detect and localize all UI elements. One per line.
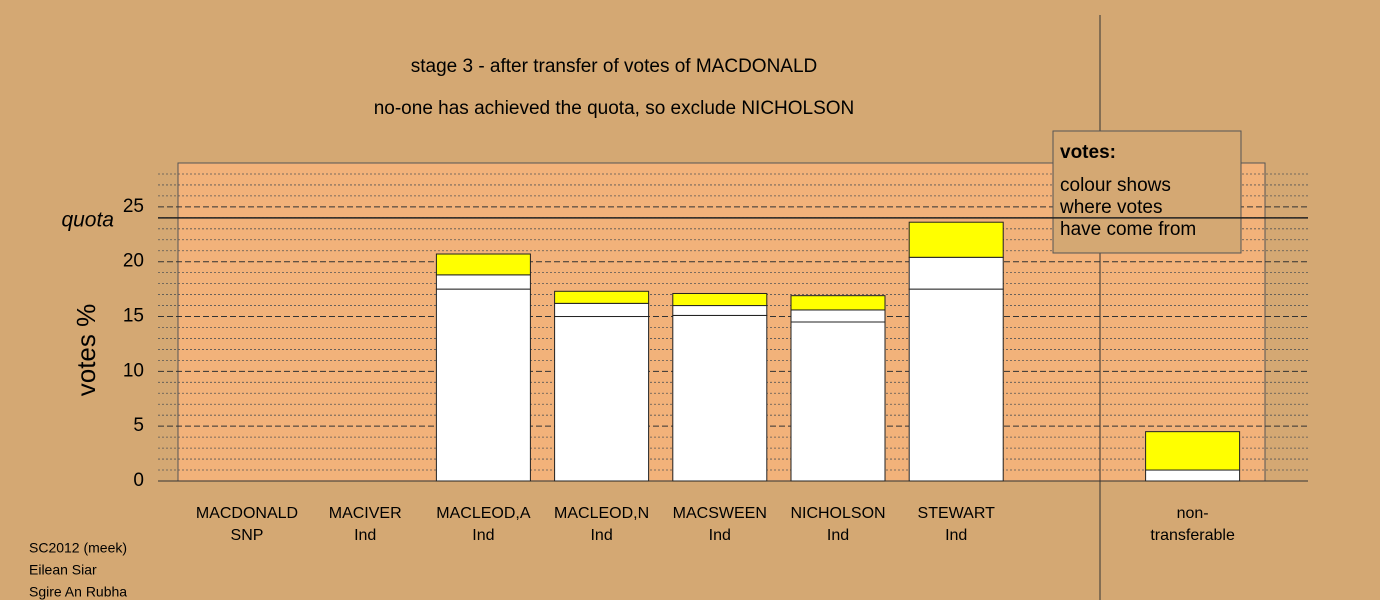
bar-segment: [1145, 431, 1241, 471]
bar-segment: [790, 321, 886, 482]
x-tick-label: MACLEOD,A: [436, 505, 531, 522]
x-tick-label: MACLEOD,N: [554, 505, 649, 522]
bar-segment: [554, 316, 650, 482]
bar-segment: [435, 274, 531, 290]
bar-segment: [554, 290, 650, 304]
legend-box: [1052, 130, 1242, 254]
x-tick-label: NICHOLSON: [790, 505, 885, 522]
x-tick-label: STEWART: [918, 505, 996, 522]
footer-line: Eilean Siar: [29, 562, 97, 578]
bar-segment: [672, 292, 768, 307]
x-tick-label: MACDONALD: [196, 505, 298, 522]
bar-segment: [554, 302, 650, 318]
y-tick-label: 20: [123, 251, 144, 272]
chart-title: stage 3 - after transfer of votes of MAC…: [411, 56, 818, 77]
x-tick-label: MACIVER: [329, 505, 402, 522]
y-tick-label: 10: [123, 360, 144, 381]
legend-line: have come from: [1060, 219, 1196, 240]
bar-segment: [908, 288, 1004, 482]
bars: [435, 221, 1241, 482]
x-tick-label: Ind: [827, 527, 849, 544]
x-tick-label: SNP: [231, 527, 264, 544]
x-tick-label: Ind: [590, 527, 612, 544]
bar-segment: [672, 314, 768, 482]
bar-segment: [908, 256, 1004, 290]
x-tick-label: Ind: [472, 527, 494, 544]
x-tick-label: Ind: [945, 527, 967, 544]
bar-segment: [435, 253, 531, 276]
legend: votes: colour shows where votes have com…: [1052, 130, 1242, 254]
chart-subtitle: no-one has achieved the quota, so exclud…: [374, 98, 855, 119]
footer-line: SC2012 (meek): [29, 540, 127, 556]
x-tick-label: Ind: [709, 527, 731, 544]
bar-segment: [908, 221, 1004, 258]
bar-segment: [1145, 469, 1241, 482]
y-tick-label: 5: [133, 415, 144, 436]
legend-line: where votes: [1059, 197, 1162, 218]
footer-line: Sgire An Rubha: [29, 584, 127, 600]
legend-title: votes:: [1060, 142, 1116, 163]
legend-line: colour shows: [1060, 175, 1171, 196]
y-axis-label: votes %: [71, 304, 101, 397]
y-tick-label: 0: [133, 470, 144, 491]
bar-segment: [790, 309, 886, 323]
quota-label: quota: [61, 208, 114, 231]
x-tick-label: transferable: [1150, 527, 1235, 544]
bar-segment: [435, 288, 531, 482]
bar-segment: [672, 305, 768, 316]
y-tick-label: 15: [123, 306, 144, 327]
bar-segment: [790, 295, 886, 311]
x-tick-label: MACSWEEN: [673, 505, 767, 522]
x-tick-label: non-: [1177, 505, 1209, 522]
x-tick-label: Ind: [354, 527, 376, 544]
y-tick-label: 25: [123, 196, 144, 217]
